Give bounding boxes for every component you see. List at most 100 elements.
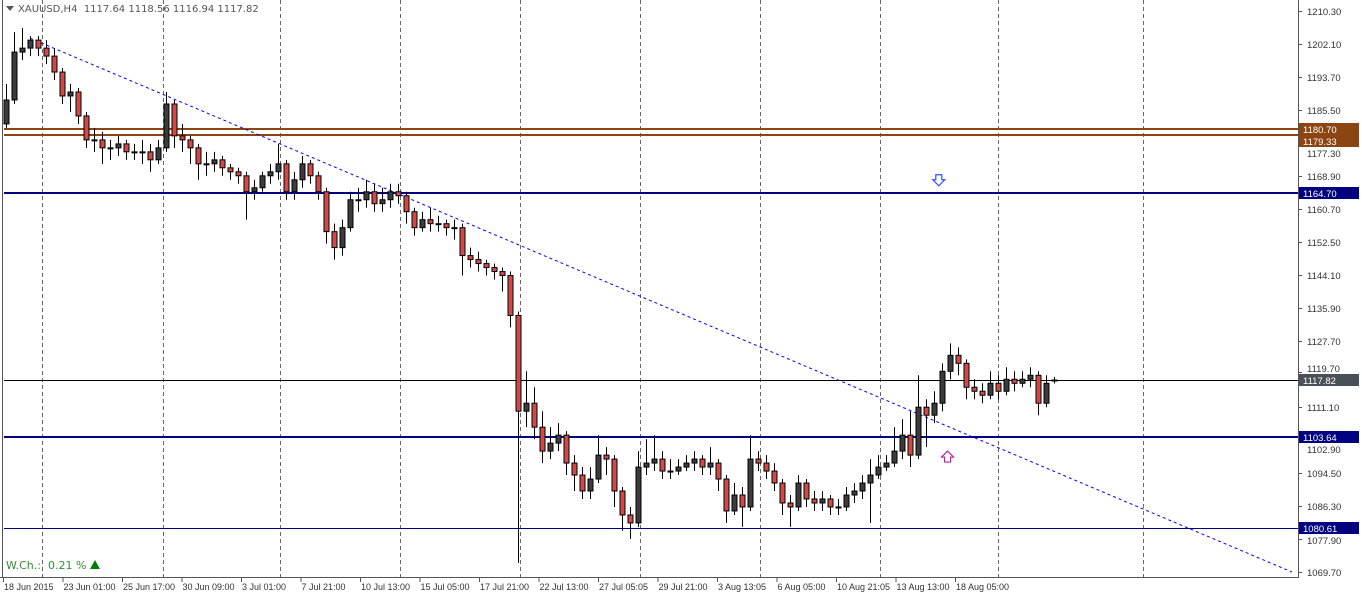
- candle: [539, 411, 546, 464]
- price-tick-label: 1119.70: [1307, 364, 1340, 375]
- candle-body: [523, 402, 530, 412]
- candle-body: [387, 191, 394, 201]
- candle-body: [971, 386, 978, 392]
- candle: [51, 48, 58, 81]
- dropdown-triangle-icon[interactable]: [6, 6, 14, 11]
- candle: [43, 40, 50, 65]
- candle-body: [747, 458, 754, 508]
- candle-body: [715, 462, 722, 480]
- candle: [299, 155, 306, 188]
- candle-body: [291, 179, 298, 193]
- candle: [515, 311, 522, 563]
- candle: [203, 151, 210, 176]
- price-axis[interactable]: 1210.30 1202.10 1193.70 1185.50 1177.30 1168.…: [1298, 7, 1341, 579]
- candle-body: [955, 354, 962, 364]
- candle: [731, 483, 738, 515]
- candle: [707, 447, 714, 476]
- candle-body: [547, 442, 554, 452]
- trendline[interactable]: [29, 37, 1293, 573]
- time-tick-label: 23 Jun 01:00: [64, 582, 116, 592]
- candle-body: [907, 434, 914, 456]
- price-label-box: [1299, 431, 1359, 443]
- candle-body: [307, 163, 314, 177]
- candle: [83, 111, 90, 148]
- candle: [507, 271, 514, 328]
- trendline-segment[interactable]: [29, 37, 1293, 573]
- candle-body: [707, 462, 714, 468]
- candle-body: [155, 147, 162, 161]
- candle-body: [323, 191, 330, 233]
- candle-body: [187, 139, 194, 149]
- time-axis[interactable]: 18 Jun 2015 23 Jun 01:00 25 Jun 17:00 30 Ju…: [3, 577, 1010, 592]
- candle-body: [1027, 374, 1034, 380]
- price-tick-label: 1094.50: [1307, 469, 1341, 480]
- price-tick-label: 1077.90: [1307, 536, 1341, 547]
- candle-body: [115, 143, 122, 149]
- price-tick-label: 1185.50: [1307, 106, 1341, 117]
- candle: [787, 494, 794, 527]
- ohlc-values: 1117.64 1118.56 1116.94 1117.82: [83, 4, 259, 15]
- candle: [475, 251, 482, 272]
- candle-body: [75, 91, 82, 117]
- candle: [859, 475, 866, 499]
- candle-body: [163, 103, 170, 149]
- candle: [603, 447, 610, 476]
- candle: [1019, 371, 1026, 388]
- arrow-markers: [931, 174, 956, 463]
- candle: [67, 84, 74, 112]
- candle-body: [59, 71, 66, 97]
- candle: [643, 439, 650, 476]
- candle-body: [851, 490, 858, 496]
- candle-body: [35, 39, 42, 49]
- candle: [339, 219, 346, 256]
- time-tick-label: 25 Jun 17:00: [123, 582, 175, 592]
- candle: [499, 267, 506, 292]
- candle: [379, 187, 386, 212]
- price-tick-label: 1144.10: [1307, 271, 1341, 282]
- candle: [555, 423, 562, 452]
- candle: [651, 435, 658, 472]
- candle-body: [1043, 382, 1050, 404]
- candle: [659, 451, 666, 480]
- candle-body: [843, 494, 850, 508]
- candle-body: [403, 195, 410, 213]
- price-label: 1179.33: [1303, 137, 1337, 148]
- candle-body: [51, 55, 58, 73]
- candle: [723, 475, 730, 523]
- candle-body: [1011, 378, 1018, 384]
- candle: [123, 139, 130, 160]
- candle: [595, 435, 602, 484]
- candle-body: [619, 490, 626, 516]
- candle-body: [11, 51, 18, 101]
- candle: [187, 135, 194, 164]
- candle: [491, 263, 498, 280]
- candle-body: [251, 187, 258, 193]
- candle: [1003, 367, 1010, 396]
- candle: [139, 139, 146, 164]
- candle-body: [939, 370, 946, 404]
- candle-body: [563, 434, 570, 464]
- candle-body: [467, 255, 474, 261]
- candle: [907, 411, 914, 468]
- candle: [147, 143, 154, 172]
- candle-body: [587, 478, 594, 492]
- candle-body: [411, 211, 418, 229]
- down-arrow-icon: [931, 174, 947, 187]
- candle: [699, 455, 706, 476]
- candle: [1035, 371, 1042, 416]
- candle-body: [139, 151, 146, 154]
- price-label: 1180.70: [1303, 125, 1337, 136]
- candle-body: [395, 191, 402, 197]
- candle: [427, 207, 434, 232]
- candle: [771, 463, 778, 492]
- candle: [795, 475, 802, 511]
- candle-body: [259, 175, 266, 189]
- candle: [99, 131, 106, 164]
- candle-body: [915, 406, 922, 456]
- time-tick-label: 10 Aug 21:05: [837, 582, 890, 592]
- candle-body: [443, 223, 450, 229]
- candle-body: [107, 147, 114, 150]
- candle: [235, 167, 242, 184]
- price-label: 1103.64: [1303, 433, 1337, 444]
